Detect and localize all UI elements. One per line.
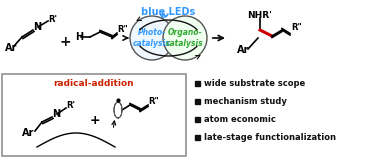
Text: mechanism study: mechanism study — [204, 97, 287, 107]
Text: +: + — [59, 35, 71, 49]
Text: radical-addition: radical-addition — [54, 79, 134, 88]
Bar — [195, 135, 200, 139]
Text: R': R' — [48, 14, 57, 24]
Bar — [195, 80, 200, 86]
Text: NHR': NHR' — [248, 11, 273, 20]
Text: N: N — [52, 109, 60, 119]
Text: Ar: Ar — [22, 128, 34, 138]
Text: R": R" — [117, 25, 128, 35]
FancyBboxPatch shape — [2, 74, 186, 156]
Polygon shape — [114, 110, 122, 118]
Text: Ar: Ar — [5, 43, 17, 53]
Text: +: + — [90, 114, 100, 127]
Text: H: H — [75, 32, 83, 42]
Text: Organo-
catalysis: Organo- catalysis — [166, 28, 204, 48]
Text: blue LEDs: blue LEDs — [141, 7, 195, 17]
Circle shape — [163, 16, 207, 60]
Text: Ar: Ar — [237, 45, 249, 55]
Text: R": R" — [291, 23, 302, 31]
Text: N: N — [33, 22, 41, 32]
Bar — [195, 117, 200, 121]
Text: R': R' — [66, 101, 75, 111]
Circle shape — [130, 16, 174, 60]
Text: wide substrate scope: wide substrate scope — [204, 80, 305, 89]
Bar — [195, 98, 200, 104]
Text: Photo-
catalysis: Photo- catalysis — [133, 28, 171, 48]
Text: R": R" — [148, 97, 159, 107]
Text: late-stage functionalization: late-stage functionalization — [204, 134, 336, 142]
Polygon shape — [114, 102, 122, 110]
Text: atom economic: atom economic — [204, 115, 276, 124]
